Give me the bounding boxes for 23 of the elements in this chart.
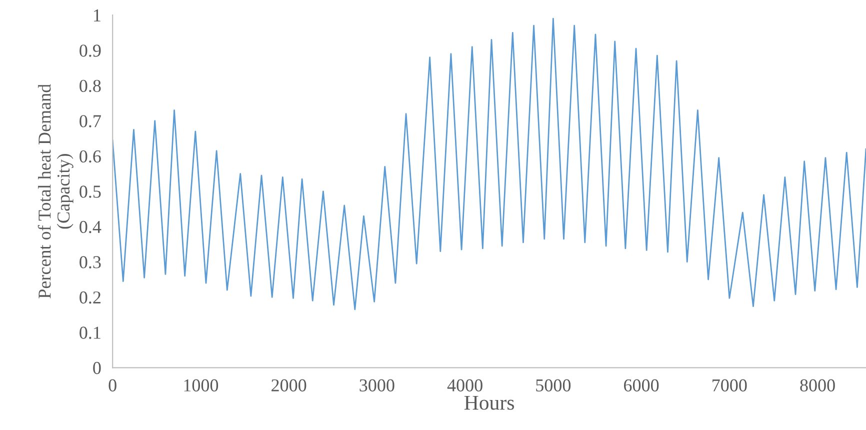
y-tick-label: 0.1 <box>80 326 100 339</box>
y-tick-label: 0.4 <box>80 220 102 234</box>
x-tick-label: 7000 <box>712 379 747 392</box>
x-tick-label: 5000 <box>536 379 571 392</box>
x-tick-label: 6000 <box>624 379 659 392</box>
y-axis-title: Percent of Total heat Demand (Capacity) <box>38 84 74 298</box>
y-tick-label: 0.3 <box>80 256 101 268</box>
x-tick-label: 1000 <box>184 379 218 392</box>
y-tick-label: 1 <box>94 9 100 22</box>
x-tick-label: 4000 <box>447 379 482 392</box>
x-tick-label: 8000 <box>800 379 835 392</box>
x-tick-label: 3000 <box>360 379 394 392</box>
line-series <box>112 18 866 310</box>
y-tick-label: 0.6 <box>80 150 101 163</box>
x-tick-label: 0 <box>108 379 116 392</box>
y-tick-label: 0.2 <box>80 291 100 304</box>
y-tick-label: 0.5 <box>80 186 101 198</box>
y-tick-label: 0 <box>93 362 101 374</box>
x-tick-label: 2000 <box>272 379 306 392</box>
x-axis-title: Hours <box>464 396 514 410</box>
y-tick-label: 0.8 <box>80 80 101 92</box>
y-tick-label: 0.7 <box>80 115 101 128</box>
y-tick-label: 0.9 <box>80 44 101 57</box>
